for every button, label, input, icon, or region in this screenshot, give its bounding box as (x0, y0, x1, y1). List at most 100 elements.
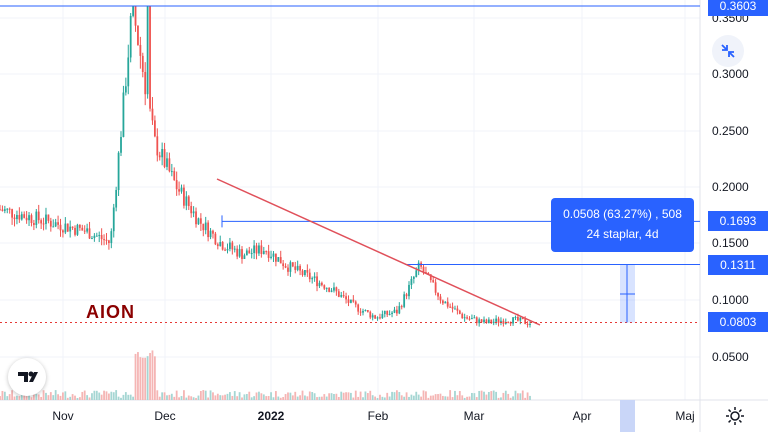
candle-body (199, 218, 202, 224)
candle-body (466, 317, 468, 319)
candle-body (47, 214, 50, 221)
candle-body (124, 86, 127, 93)
volume-bar (277, 396, 280, 400)
candle-body (98, 235, 101, 237)
candle-body (337, 291, 340, 297)
candle-body (76, 224, 79, 235)
candle-body (354, 301, 357, 305)
volume-bar (395, 390, 398, 400)
volume-bar (483, 391, 485, 400)
volume-bar (197, 395, 200, 400)
candle-body (521, 317, 524, 320)
candle-body (233, 248, 236, 250)
candle-body (400, 306, 403, 308)
volume-bar (480, 390, 483, 400)
volume-bar (245, 394, 248, 400)
volume-bar (6, 396, 9, 400)
volume-bar (212, 392, 214, 400)
volume-bar (115, 390, 118, 400)
candle-body (78, 224, 81, 228)
candle-body (20, 214, 23, 220)
volume-bar (371, 395, 374, 400)
candle-body (405, 294, 408, 297)
volume-bar (529, 395, 531, 400)
volume-bar (376, 397, 379, 400)
candle-body (258, 245, 260, 254)
volume-bar (20, 391, 23, 400)
candle-body (403, 294, 406, 307)
volume-bar (231, 395, 234, 400)
volume-bar (117, 396, 120, 400)
trendline (216, 178, 541, 326)
volume-bar (199, 391, 202, 400)
volume-bar (425, 391, 427, 400)
tradingview-logo[interactable] (8, 358, 46, 396)
volume-bar (42, 390, 45, 400)
volume-bar (190, 396, 193, 400)
candle-body (103, 239, 105, 241)
candle-body (42, 223, 45, 225)
candle-body (320, 282, 323, 286)
candle-body (497, 318, 500, 323)
volume-bar (88, 397, 91, 400)
volume-bar (209, 390, 212, 400)
collapse-button[interactable] (712, 35, 744, 67)
candle-body (475, 317, 478, 324)
volume-bar (265, 396, 268, 400)
candle-body (214, 233, 217, 245)
candle-body (427, 273, 430, 275)
volume-bar (49, 392, 52, 400)
candle-body (204, 222, 207, 231)
candle-body (54, 222, 57, 227)
price-tick-label: 0.1000 (712, 293, 749, 307)
candle-body (0, 209, 1, 211)
volume-bar (296, 396, 299, 400)
candle-body (221, 242, 224, 250)
price-tick-label: 0.2500 (712, 124, 749, 138)
volume-bar (514, 390, 517, 400)
candle-body (187, 196, 190, 207)
volume-bar (521, 390, 524, 400)
volume-bar (156, 390, 159, 400)
candle-body (49, 220, 52, 227)
volume-bar (335, 393, 338, 400)
volume-bar (284, 394, 287, 400)
volume-bar (216, 393, 219, 400)
volume-bar (105, 391, 108, 400)
time-tick-label: 2022 (257, 409, 285, 423)
volume-bar (76, 397, 79, 400)
volume-bar (229, 392, 231, 400)
candle-body (495, 318, 498, 322)
volume-bar (439, 393, 442, 400)
candle-body (301, 270, 304, 276)
candle-body (415, 270, 418, 277)
candle-body (318, 282, 321, 287)
candle-body (243, 255, 246, 260)
candle-body (468, 318, 471, 320)
candle-body (32, 223, 35, 225)
candle-body (509, 322, 512, 324)
candle-body (132, 6, 135, 16)
volume-bar (519, 393, 522, 400)
volume-bar (330, 393, 333, 400)
candle-body (519, 317, 522, 321)
volume-bar (475, 397, 478, 400)
volume-bar (408, 396, 410, 400)
candle-body (57, 222, 59, 225)
volume-bar (78, 397, 81, 400)
candle-body (86, 228, 89, 232)
candle-body (40, 220, 43, 224)
volume-bar (202, 390, 205, 400)
volume-bar (429, 395, 432, 400)
candle-body (487, 319, 490, 324)
settings-button[interactable] (724, 405, 746, 427)
volume-bar (301, 390, 304, 400)
symbol-label: AION (86, 302, 135, 322)
volume-bar (354, 390, 357, 400)
candle-body (25, 217, 28, 221)
volume-bar (383, 397, 386, 400)
candle-body (245, 250, 248, 256)
volume-bar (250, 397, 253, 400)
measure-line1: 0.0508 (63.27%) , 508 (563, 207, 682, 221)
